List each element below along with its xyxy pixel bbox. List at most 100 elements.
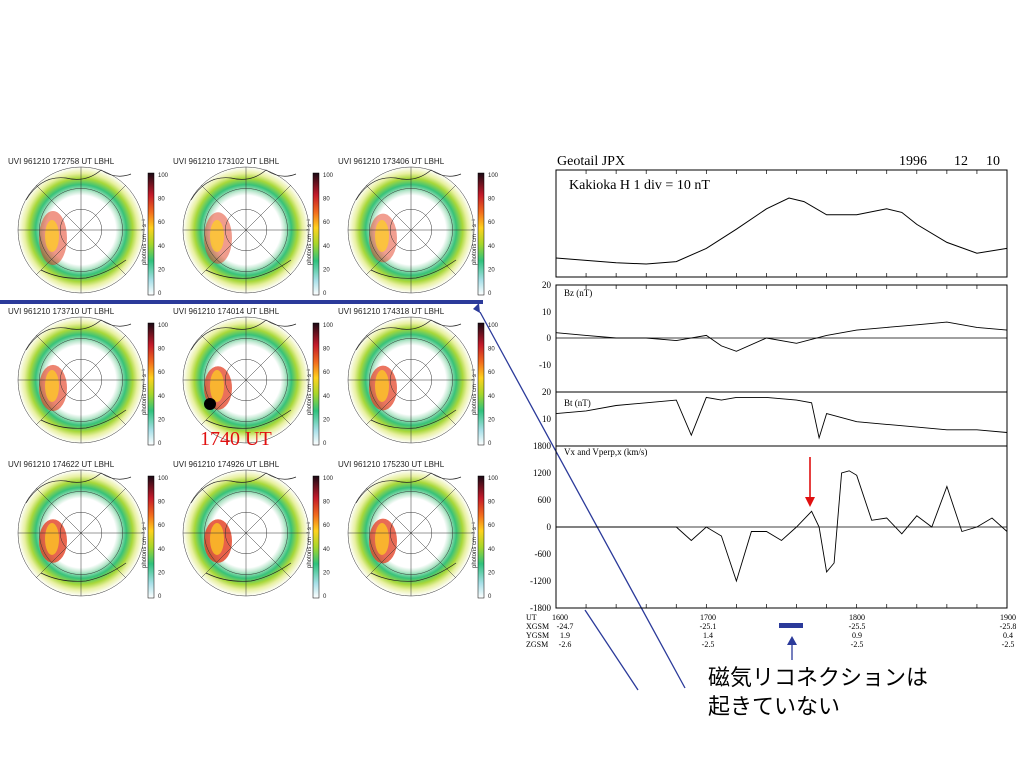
- colorbar-label: photons cm⁻² s⁻¹: [307, 369, 313, 415]
- polar-plot: [173, 166, 310, 295]
- colorbar-tick: 40: [488, 244, 495, 250]
- uvi-panel-title: UVI 961210 174622 UT LBHL: [8, 460, 115, 469]
- time-range-bar: [779, 623, 803, 628]
- ygsm-value: 0.9: [852, 631, 862, 640]
- colorbar-tick: 40: [323, 547, 330, 553]
- coastline: [205, 259, 292, 279]
- colorbar-tick: 100: [488, 323, 499, 329]
- colorbar-tick: 40: [158, 547, 165, 553]
- colorbar-tick: 20: [323, 417, 330, 423]
- uvi-panel-title: UVI 961210 173102 UT LBHL: [173, 157, 280, 166]
- geotail-footprint-dot: [204, 398, 216, 410]
- orbit-axis-table: UT XGSM YGSM ZGSM 1600 1700 1800 1900 -2…: [526, 613, 1016, 649]
- bt-ytick: 10: [542, 414, 552, 424]
- colorbar-tick: 0: [488, 441, 492, 447]
- colorbar-label: photons cm⁻² s⁻¹: [142, 522, 148, 568]
- colorbar-tick: 0: [488, 291, 492, 297]
- colorbar-label: photons cm⁻² s⁻¹: [472, 369, 478, 415]
- colorbar-label: photons cm⁻² s⁻¹: [472, 522, 478, 568]
- vx-ytick: -600: [535, 549, 552, 559]
- ygsm-value: 1.4: [703, 631, 713, 640]
- colorbar-tick: 80: [488, 347, 495, 353]
- colorbar-tick: 40: [158, 244, 165, 250]
- colorbar-tick: 0: [323, 594, 327, 600]
- colorbar: 100 80 60 40 20 0 photons cm⁻² s⁻¹: [472, 475, 499, 600]
- uvi-panel: UVI 961210 175230 UT LBHL 100 80 60 40 20 0 ph…: [338, 460, 499, 600]
- uvi-panel: UVI 961210 174014 UT LBHL 100 80 60 40 20 0 ph…: [173, 307, 334, 447]
- coastline: [355, 319, 462, 351]
- polar-plot: [8, 316, 145, 445]
- colorbar-tick: 20: [488, 417, 495, 423]
- colorbar-label: photons cm⁻² s⁻¹: [142, 219, 148, 265]
- callout-line-right: [584, 609, 639, 691]
- colorbar: 100 80 60 40 20 0 photons cm⁻² s⁻¹: [307, 475, 334, 600]
- polar-plot: [173, 469, 310, 598]
- vx-ytick: 1200: [533, 468, 552, 478]
- orbit-row-label: ZGSM: [526, 640, 548, 649]
- coastline: [370, 259, 457, 279]
- colorbar-tick: 100: [323, 173, 334, 179]
- polar-plot: [338, 469, 475, 598]
- x-tick-label: 1600: [552, 613, 568, 622]
- ygsm-value: 0.4: [1003, 631, 1013, 640]
- colorbar: 100 80 60 40 20 0 photons cm⁻² s⁻¹: [472, 322, 499, 447]
- uvi-panel: UVI 961210 173406 UT LBHL 100 80 60 40 20 0 ph…: [338, 157, 499, 297]
- orbit-row-label: UT: [526, 613, 537, 622]
- polar-plot: [173, 316, 310, 445]
- uvi-image-grid: UVI 961210 172758 UT LBHL 100 80 60 40 20 0 ph…: [8, 157, 499, 600]
- bz-series-line: [555, 321, 1008, 352]
- colorbar-tick: 40: [488, 394, 495, 400]
- colorbar-tick: 20: [323, 267, 330, 273]
- colorbar-tick: 20: [488, 570, 495, 576]
- colorbar-tick: 20: [488, 267, 495, 273]
- coastline: [25, 472, 132, 504]
- colorbar-tick: 100: [158, 173, 169, 179]
- colorbar: 100 80 60 40 20 0 photons cm⁻² s⁻¹: [307, 322, 334, 447]
- bz-panel-label: Bz (nT): [564, 288, 592, 298]
- uvi-panel: UVI 961210 173710 UT LBHL 100 80 60 40 20 0 ph…: [8, 307, 169, 447]
- colorbar-tick: 0: [158, 291, 162, 297]
- vx-ytick: 1800: [533, 441, 552, 451]
- coastline: [205, 409, 292, 429]
- colorbar: 100 80 60 40 20 0 photons cm⁻² s⁻¹: [142, 172, 169, 297]
- uvi-panel-title: UVI 961210 173710 UT LBHL: [8, 307, 115, 316]
- polar-plot: [338, 166, 475, 295]
- polar-plot: [8, 166, 145, 295]
- orbit-row-label: YGSM: [526, 631, 549, 640]
- coastline: [25, 319, 132, 351]
- colorbar-tick: 80: [488, 500, 495, 506]
- vx-ytick: -1800: [530, 603, 551, 613]
- bz-ytick: -10: [539, 360, 551, 370]
- colorbar-tick: 60: [323, 220, 330, 226]
- zgsm-value: -2.5: [851, 640, 864, 649]
- coastline: [40, 259, 127, 279]
- colorbar-tick: 60: [323, 370, 330, 376]
- uvi-panel-title: UVI 961210 174926 UT LBHL: [173, 460, 280, 469]
- uvi-panel: UVI 961210 174622 UT LBHL 100 80 60 40 20 0 ph…: [8, 460, 169, 600]
- colorbar-tick: 100: [158, 323, 169, 329]
- colorbar-tick: 40: [323, 244, 330, 250]
- colorbar-tick: 0: [158, 441, 162, 447]
- vx-series-line: [556, 470, 1008, 583]
- colorbar-tick: 60: [488, 523, 495, 529]
- polar-plot: [8, 469, 145, 598]
- vx-ytick: 0: [547, 522, 552, 532]
- bt-ytick: 20: [542, 387, 552, 397]
- x-tick-label: 1800: [849, 613, 865, 622]
- colorbar-tick: 80: [323, 347, 330, 353]
- colorbar-tick: 60: [158, 220, 165, 226]
- xgsm-value: -25.1: [700, 622, 717, 631]
- bz-ytick: 20: [542, 280, 552, 290]
- vx-panel-label: Vx and Vperp,x (km/s): [564, 447, 647, 457]
- uvi-panel: UVI 961210 174318 UT LBHL 100 80 60 40 20 0 ph…: [338, 307, 499, 447]
- colorbar-tick: 100: [488, 173, 499, 179]
- coastline: [205, 562, 292, 582]
- colorbar-tick: 60: [158, 523, 165, 529]
- colorbar-tick: 100: [323, 476, 334, 482]
- zgsm-value: -2.5: [702, 640, 715, 649]
- colorbar-tick: 80: [488, 197, 495, 203]
- colorbar-tick: 40: [323, 394, 330, 400]
- colorbar-label: photons cm⁻² s⁻¹: [307, 522, 313, 568]
- colorbar-label: photons cm⁻² s⁻¹: [307, 219, 313, 265]
- coastline: [40, 409, 127, 429]
